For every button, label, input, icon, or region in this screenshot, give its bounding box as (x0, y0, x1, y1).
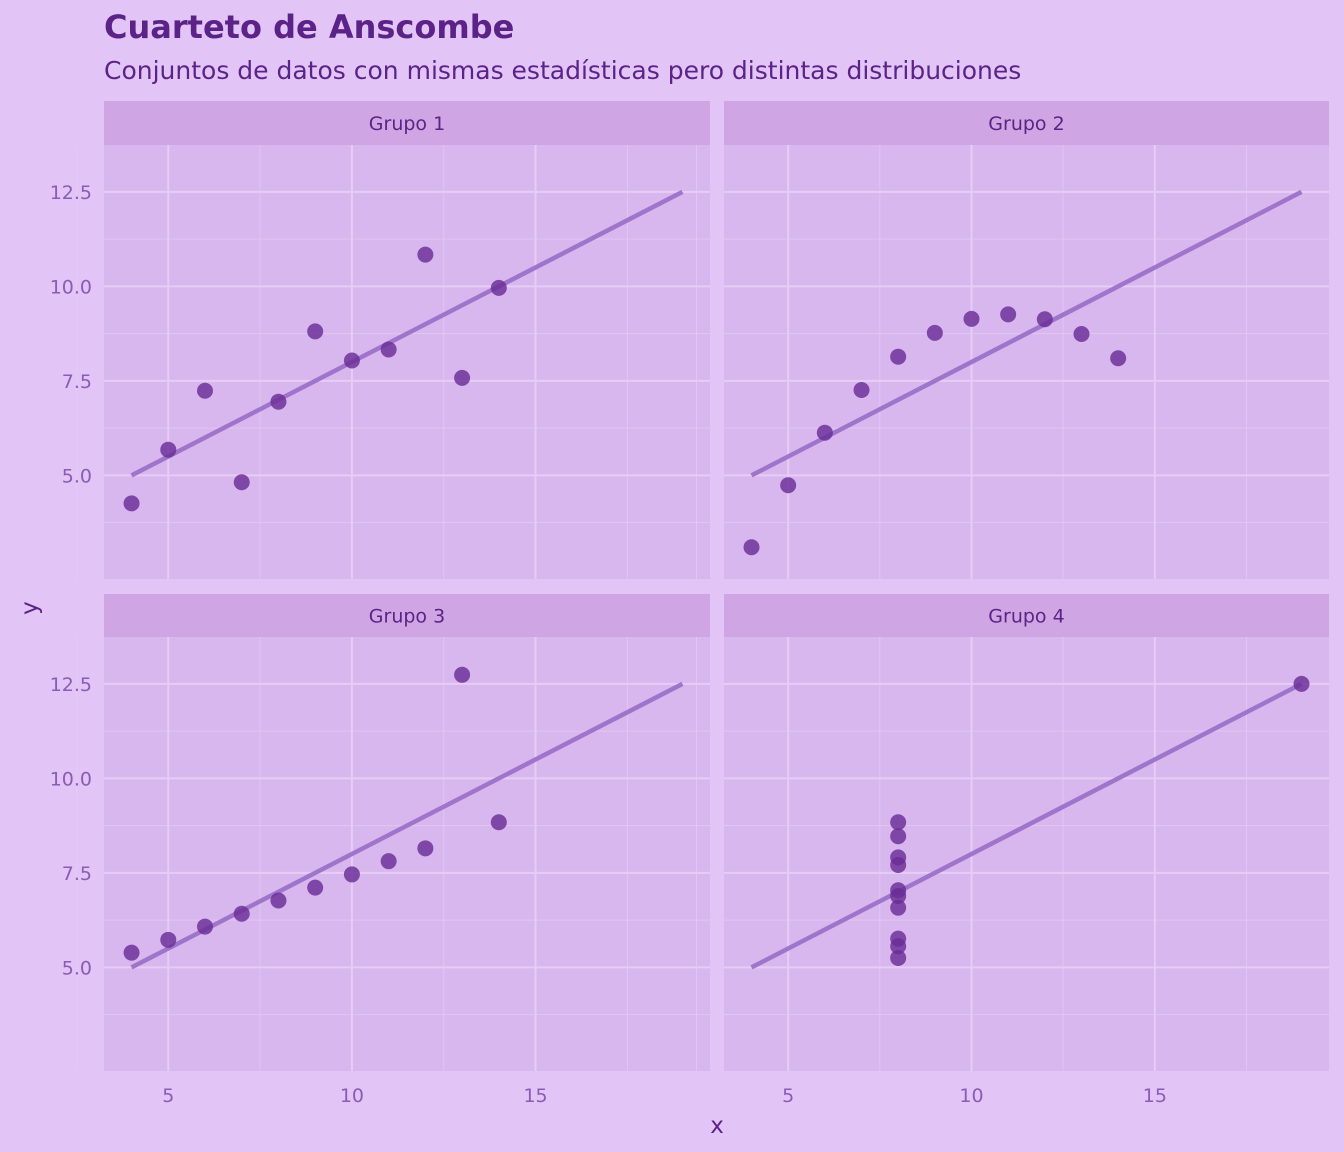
data-point-grupo-3 (123, 944, 140, 961)
data-point-grupo-3 (233, 905, 250, 922)
data-point-grupo-2 (926, 324, 943, 341)
x-tick-label: 15 (523, 1085, 547, 1107)
data-point-grupo-3 (343, 866, 360, 883)
x-tick-label: 5 (162, 1085, 174, 1107)
panel-background-grupo-2 (724, 145, 1329, 579)
data-point-grupo-4 (1293, 675, 1310, 692)
facet-label-grupo-4: Grupo 4 (988, 606, 1064, 628)
facet-strip-grupo-4 (724, 594, 1329, 637)
y-tick-label: 10.0 (50, 768, 92, 790)
y-tick-label: 12.5 (50, 182, 92, 204)
data-point-grupo-3 (490, 814, 507, 831)
facet-strip-grupo-3 (104, 594, 710, 637)
data-point-grupo-3 (270, 892, 287, 909)
facet-strip-grupo-2 (724, 101, 1329, 145)
data-point-grupo-1 (123, 495, 140, 512)
data-point-grupo-4 (890, 899, 907, 916)
data-point-grupo-2 (890, 348, 907, 365)
x-tick-label: 15 (1143, 1085, 1167, 1107)
y-tick-label: 5.0 (62, 465, 92, 487)
x-axis-title: x (710, 1113, 724, 1139)
y-tick-label: 5.0 (62, 957, 92, 979)
data-point-grupo-1 (197, 382, 213, 399)
data-point-grupo-1 (490, 279, 507, 296)
data-point-grupo-1 (380, 341, 397, 358)
chart-subtitle: Conjuntos de datos con mismas estadístic… (104, 56, 1022, 85)
x-tick-label: 10 (959, 1085, 983, 1107)
panel-background-grupo-1 (104, 145, 710, 579)
y-tick-label: 7.5 (62, 371, 92, 393)
data-point-grupo-4 (890, 849, 907, 866)
regression-line-grupo-2 (750, 189, 1303, 478)
data-point-grupo-1 (233, 474, 250, 491)
data-point-grupo-1 (454, 369, 471, 386)
data-point-grupo-3 (307, 879, 324, 896)
panel-background-grupo-3 (104, 637, 710, 1071)
data-point-grupo-1 (307, 323, 324, 340)
data-point-grupo-2 (1110, 350, 1127, 367)
data-point-grupo-2 (780, 477, 797, 494)
facet-label-grupo-3: Grupo 3 (369, 606, 445, 628)
y-tick-label: 10.0 (50, 276, 92, 298)
regression-line-grupo-1 (130, 189, 684, 478)
regression-line-grupo-4 (750, 681, 1303, 970)
data-point-grupo-2 (853, 381, 870, 398)
data-point-grupo-4 (890, 949, 907, 966)
data-point-grupo-2 (816, 424, 833, 441)
regression-line-grupo-3 (130, 681, 684, 970)
data-point-grupo-4 (890, 938, 907, 955)
data-point-grupo-3 (454, 666, 471, 683)
data-point-grupo-4 (890, 814, 907, 831)
data-point-grupo-2 (1000, 306, 1017, 323)
y-axis-title: y (17, 601, 43, 615)
y-tick-label: 7.5 (62, 863, 92, 885)
data-point-grupo-2 (963, 310, 980, 327)
data-point-grupo-4 (890, 887, 907, 904)
x-tick-label: 5 (782, 1085, 794, 1107)
data-point-grupo-3 (160, 931, 177, 948)
data-point-grupo-2 (743, 539, 760, 556)
data-point-grupo-1 (270, 393, 287, 410)
facet-strip-grupo-1 (104, 101, 710, 145)
panel-background-grupo-4 (724, 637, 1329, 1071)
x-tick-label: 10 (340, 1085, 364, 1107)
facet-label-grupo-2: Grupo 2 (988, 113, 1064, 135)
data-point-grupo-3 (380, 853, 397, 870)
data-point-grupo-2 (1036, 311, 1053, 328)
data-point-grupo-3 (417, 840, 434, 857)
y-tick-label: 12.5 (50, 674, 92, 696)
facet-label-grupo-1: Grupo 1 (369, 113, 445, 135)
data-point-grupo-3 (197, 918, 213, 935)
data-point-grupo-1 (343, 352, 360, 369)
data-point-grupo-1 (160, 441, 177, 458)
chart-title: Cuarteto de Anscombe (104, 8, 515, 46)
data-point-grupo-2 (1073, 326, 1090, 343)
data-point-grupo-4 (890, 828, 907, 845)
data-point-grupo-1 (417, 246, 434, 263)
